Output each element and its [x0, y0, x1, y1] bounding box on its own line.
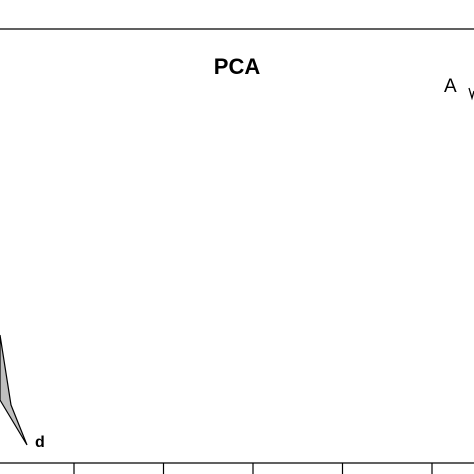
chart-title: PCA: [214, 54, 261, 79]
convex-hull-shape: [0, 334, 28, 446]
x-axis-ticks: [73, 463, 433, 474]
partial-mark-top-right: [468, 87, 474, 101]
hull-label: d: [35, 434, 45, 451]
panel-label: A: [444, 76, 457, 97]
